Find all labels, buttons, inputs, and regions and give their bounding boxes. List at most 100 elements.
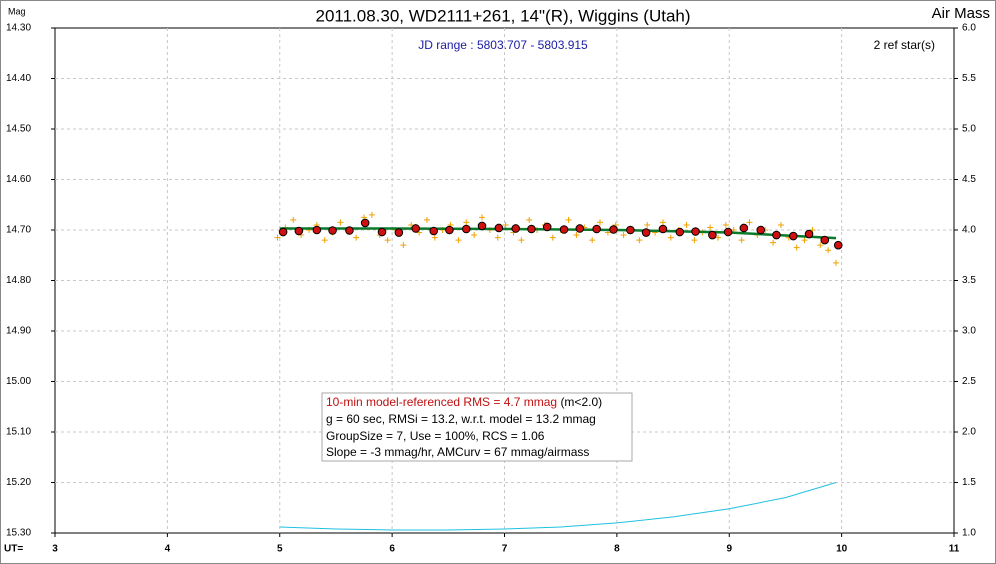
- point: [549, 234, 556, 241]
- group-point: [345, 226, 354, 235]
- point: [746, 219, 753, 226]
- point: [770, 239, 777, 246]
- group-point: [294, 226, 304, 236]
- point: [589, 237, 596, 244]
- group-point: [360, 218, 370, 228]
- annotation-line: GroupSize = 7, Use = 100%, RCS = 1.06: [326, 429, 545, 443]
- group-point: [772, 230, 781, 240]
- point: [667, 234, 674, 241]
- group-point: [592, 224, 601, 234]
- y-axis-label: Mag: [8, 6, 26, 16]
- y2-tick-label: 4.0: [962, 225, 976, 236]
- y2-tick-label: 1.5: [962, 477, 976, 488]
- group-point: [756, 225, 766, 235]
- point: [494, 234, 501, 241]
- point: [479, 214, 486, 221]
- x-tick-label: 11: [949, 544, 960, 555]
- y-tick-label: 14.70: [6, 225, 31, 236]
- group-point: [445, 225, 454, 235]
- group-point: [804, 229, 814, 239]
- point: [368, 211, 375, 218]
- point: [400, 242, 407, 249]
- y-tick-label: 14.30: [6, 23, 31, 34]
- group-point: [377, 227, 387, 237]
- group-point: [394, 228, 404, 237]
- group-point: [312, 225, 322, 235]
- group-point: [691, 227, 700, 236]
- group-point: [739, 223, 749, 233]
- y-tick-label: 15.30: [6, 528, 31, 539]
- group-point: [789, 231, 798, 241]
- y2-axis-label: Air Mass: [932, 5, 990, 22]
- y-tick-label: 15.10: [6, 427, 31, 438]
- y2-tick-label: 3.5: [962, 275, 976, 286]
- group-point: [278, 227, 288, 237]
- group-point: [328, 226, 337, 235]
- point: [384, 237, 391, 244]
- y-tick-label: 15.20: [6, 477, 31, 488]
- group-point: [511, 224, 521, 233]
- point: [290, 216, 297, 223]
- point: [707, 224, 714, 231]
- y-tick-label: 14.90: [6, 326, 31, 337]
- annotation-line: g = 60 sec, RMSi = 13.2, w.r.t. model = …: [326, 412, 596, 426]
- point: [337, 219, 344, 226]
- chart-title: 2011.08.30, WD2111+261, 14"(R), Wiggins …: [315, 6, 690, 25]
- point: [573, 232, 580, 239]
- point: [722, 221, 729, 228]
- point: [408, 221, 415, 228]
- point: [817, 242, 824, 249]
- point: [620, 232, 627, 239]
- point: [353, 234, 360, 241]
- group-point: [559, 225, 569, 234]
- group-point: [609, 225, 618, 234]
- group-point: [641, 228, 651, 237]
- point: [825, 247, 832, 254]
- group-point: [411, 224, 421, 233]
- x-tick-label: 3: [52, 544, 58, 555]
- group-point: [626, 225, 635, 235]
- point: [431, 234, 438, 241]
- point: [636, 237, 643, 244]
- point: [659, 219, 666, 226]
- group-point: [658, 224, 668, 234]
- x-tick-label: 7: [502, 544, 508, 555]
- group-point: [542, 222, 552, 232]
- y2-tick-label: 3.0: [962, 326, 976, 337]
- point: [715, 234, 722, 241]
- group-point: [723, 227, 733, 237]
- x-tick-label: 5: [277, 544, 283, 555]
- point: [777, 221, 784, 228]
- y-tick-label: 14.80: [6, 275, 31, 286]
- point: [455, 237, 462, 244]
- group-point: [461, 224, 471, 234]
- point: [683, 221, 690, 228]
- rms-note: (m<2.0): [560, 395, 602, 409]
- point: [502, 221, 509, 228]
- point: [526, 216, 533, 223]
- y2-tick-label: 6.0: [962, 23, 976, 34]
- group-point: [477, 221, 487, 231]
- point: [691, 237, 698, 244]
- point: [471, 232, 478, 239]
- point: [597, 219, 604, 226]
- group-point: [575, 224, 585, 233]
- group-point: [429, 226, 439, 236]
- point: [738, 237, 745, 244]
- annotation-rms: 10-min model-referenced RMS = 4.7 mmag (…: [326, 395, 602, 409]
- y2-tick-label: 5.5: [962, 73, 976, 84]
- x-tick-label: 4: [165, 544, 171, 555]
- point: [463, 219, 470, 226]
- y2-tick-label: 2.0: [962, 427, 976, 438]
- point: [321, 237, 328, 244]
- point: [518, 237, 525, 244]
- x-tick-label: 9: [726, 544, 732, 555]
- subtitle: JD range : 5803.707 - 5803.915: [418, 38, 588, 52]
- y2-tick-label: 5.0: [962, 124, 976, 135]
- group-point: [833, 240, 843, 250]
- group-point: [820, 235, 830, 245]
- group-point: [494, 223, 504, 233]
- y-tick-label: 15.00: [6, 376, 31, 387]
- x-tick-label: 6: [389, 544, 395, 555]
- plot: 3 4 5 6 7 8 9 10 11 14.30 14.40 14.50 14.60 14.70 14.8…: [6, 23, 976, 555]
